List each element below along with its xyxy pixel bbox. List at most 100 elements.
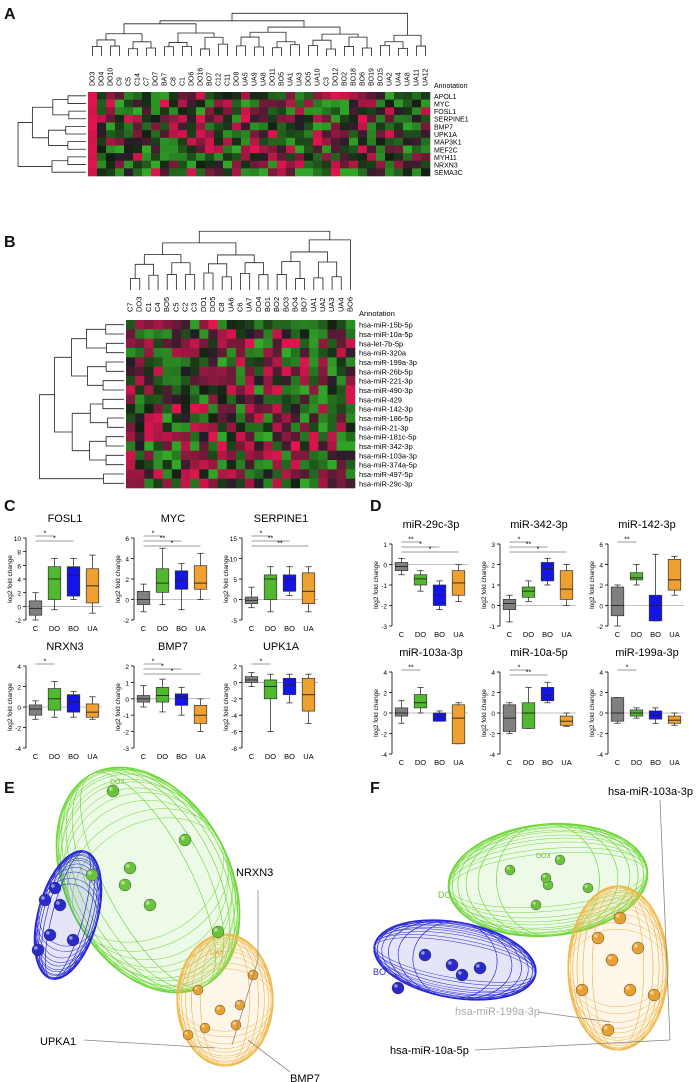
heatmap-cell (245, 366, 255, 377)
heatmap-cell (331, 168, 341, 177)
heatmap-cell (106, 107, 116, 116)
heatmap-cell (286, 130, 296, 139)
heatmap-cell (115, 153, 125, 162)
heatmap-cell (135, 357, 145, 367)
heatmap-cell (295, 168, 305, 177)
heatmap-cell (412, 107, 422, 116)
heatmap-cell (322, 137, 332, 146)
heatmap-cell (336, 413, 347, 423)
sphere-highlight (249, 971, 253, 975)
heatmap-cell (180, 450, 191, 461)
heatmap-cell (160, 114, 170, 123)
heatmap-cell (268, 122, 278, 131)
y-axis-label: log2 fold change (481, 561, 488, 609)
heatmap-cell (115, 122, 125, 131)
heatmap-cell (126, 385, 136, 395)
sphere-highlight (604, 1026, 608, 1030)
heatmap-cell (272, 432, 283, 442)
heatmap-cell (153, 404, 163, 414)
heatmap-cell (126, 478, 136, 489)
y-tick-label: 2 (491, 691, 495, 698)
heatmap-cell (358, 168, 368, 177)
row-label: MEF2C (434, 147, 458, 154)
heatmap-cell (106, 137, 116, 146)
y-tick-label: 2 (17, 591, 21, 598)
heatmap-cell (144, 329, 154, 339)
heatmap-cell (187, 137, 197, 146)
heatmap-cell (106, 122, 116, 131)
heatmap-cell (304, 137, 314, 146)
heatmap-cell (190, 357, 200, 367)
heatmap-cell (144, 404, 154, 414)
heatmap-cell (133, 137, 143, 146)
heatmap-cell (226, 329, 237, 339)
column-label: UA2 (387, 72, 394, 86)
heatmap-cell (336, 432, 347, 442)
heatmap-cell (205, 137, 215, 146)
heatmap-cell (153, 441, 163, 451)
heatmap-cell (281, 450, 292, 461)
column-label: C5 (126, 77, 133, 86)
row-label: hsa-miR-497-5p (359, 470, 413, 479)
y-tick-label: 8 (17, 550, 21, 557)
heatmap-cell (142, 99, 152, 108)
sample-sphere (199, 1022, 211, 1034)
panel-letter-c: C (4, 498, 16, 515)
heatmap-cell (232, 137, 242, 146)
heatmap-cell (235, 432, 246, 442)
significance-mark: * (44, 531, 47, 538)
heatmap-cell (263, 460, 273, 470)
sample-sphere (591, 931, 605, 945)
heatmap-cell (180, 413, 191, 423)
heatmap-cell (336, 320, 347, 330)
significance-mark: ** (526, 670, 532, 677)
heatmap-cell (124, 137, 134, 146)
heatmap-cell (336, 357, 347, 367)
x-tick-label: BO (542, 758, 553, 767)
significance-mark: * (161, 664, 164, 671)
x-tick-label: BO (434, 630, 445, 639)
heatmap-cell (376, 130, 386, 139)
heatmap-cell (263, 376, 273, 386)
y-axis-label: log2 fold change (373, 561, 380, 609)
row-label: hsa-miR-221-3p (359, 377, 413, 386)
heatmap-cell (135, 320, 145, 330)
heatmap-cell (178, 130, 188, 139)
heatmap-cell (235, 385, 246, 395)
y-tick-label: 0 (383, 563, 387, 570)
heatmap-cell (223, 137, 233, 146)
heatmap-cell (340, 153, 350, 162)
heatmap-cell (115, 168, 125, 177)
heatmap-cell (295, 153, 305, 162)
heatmap-cell (124, 107, 134, 116)
dendrogram-branch (258, 274, 269, 290)
loading-line (231, 959, 259, 1046)
y-tick-label: 2 (17, 685, 21, 692)
heatmap-cell (327, 385, 337, 395)
heatmap-cell (88, 160, 98, 169)
heatmap-cell (126, 450, 136, 461)
heatmap-cell (295, 107, 305, 116)
dendrogram-branch (31, 106, 53, 139)
heatmap-cell (169, 92, 179, 100)
loading-label-upka1: UPKA1 (40, 1036, 76, 1048)
y-tick-label: -2 (597, 732, 603, 739)
dendrogram-branch (249, 31, 287, 42)
x-tick-label: C (507, 630, 513, 639)
mesh-parallel (36, 883, 98, 952)
x-tick-label: BO (650, 630, 661, 639)
plot-title: miR-142-3p (618, 519, 675, 531)
heatmap-cell (171, 469, 182, 479)
heatmap-cell (235, 376, 246, 386)
heatmap-cell (367, 92, 377, 100)
heatmap-cell (254, 348, 264, 358)
mesh-parallel (72, 817, 229, 952)
heatmap-cell (313, 168, 323, 177)
heatmap-cell (358, 99, 368, 108)
heatmap-cell (214, 107, 224, 116)
heatmap-cell (318, 366, 328, 377)
y-tick-label: 1 (125, 680, 129, 687)
heatmap-cell (162, 338, 173, 349)
column-label: DO1 (199, 297, 208, 312)
box (263, 574, 278, 600)
